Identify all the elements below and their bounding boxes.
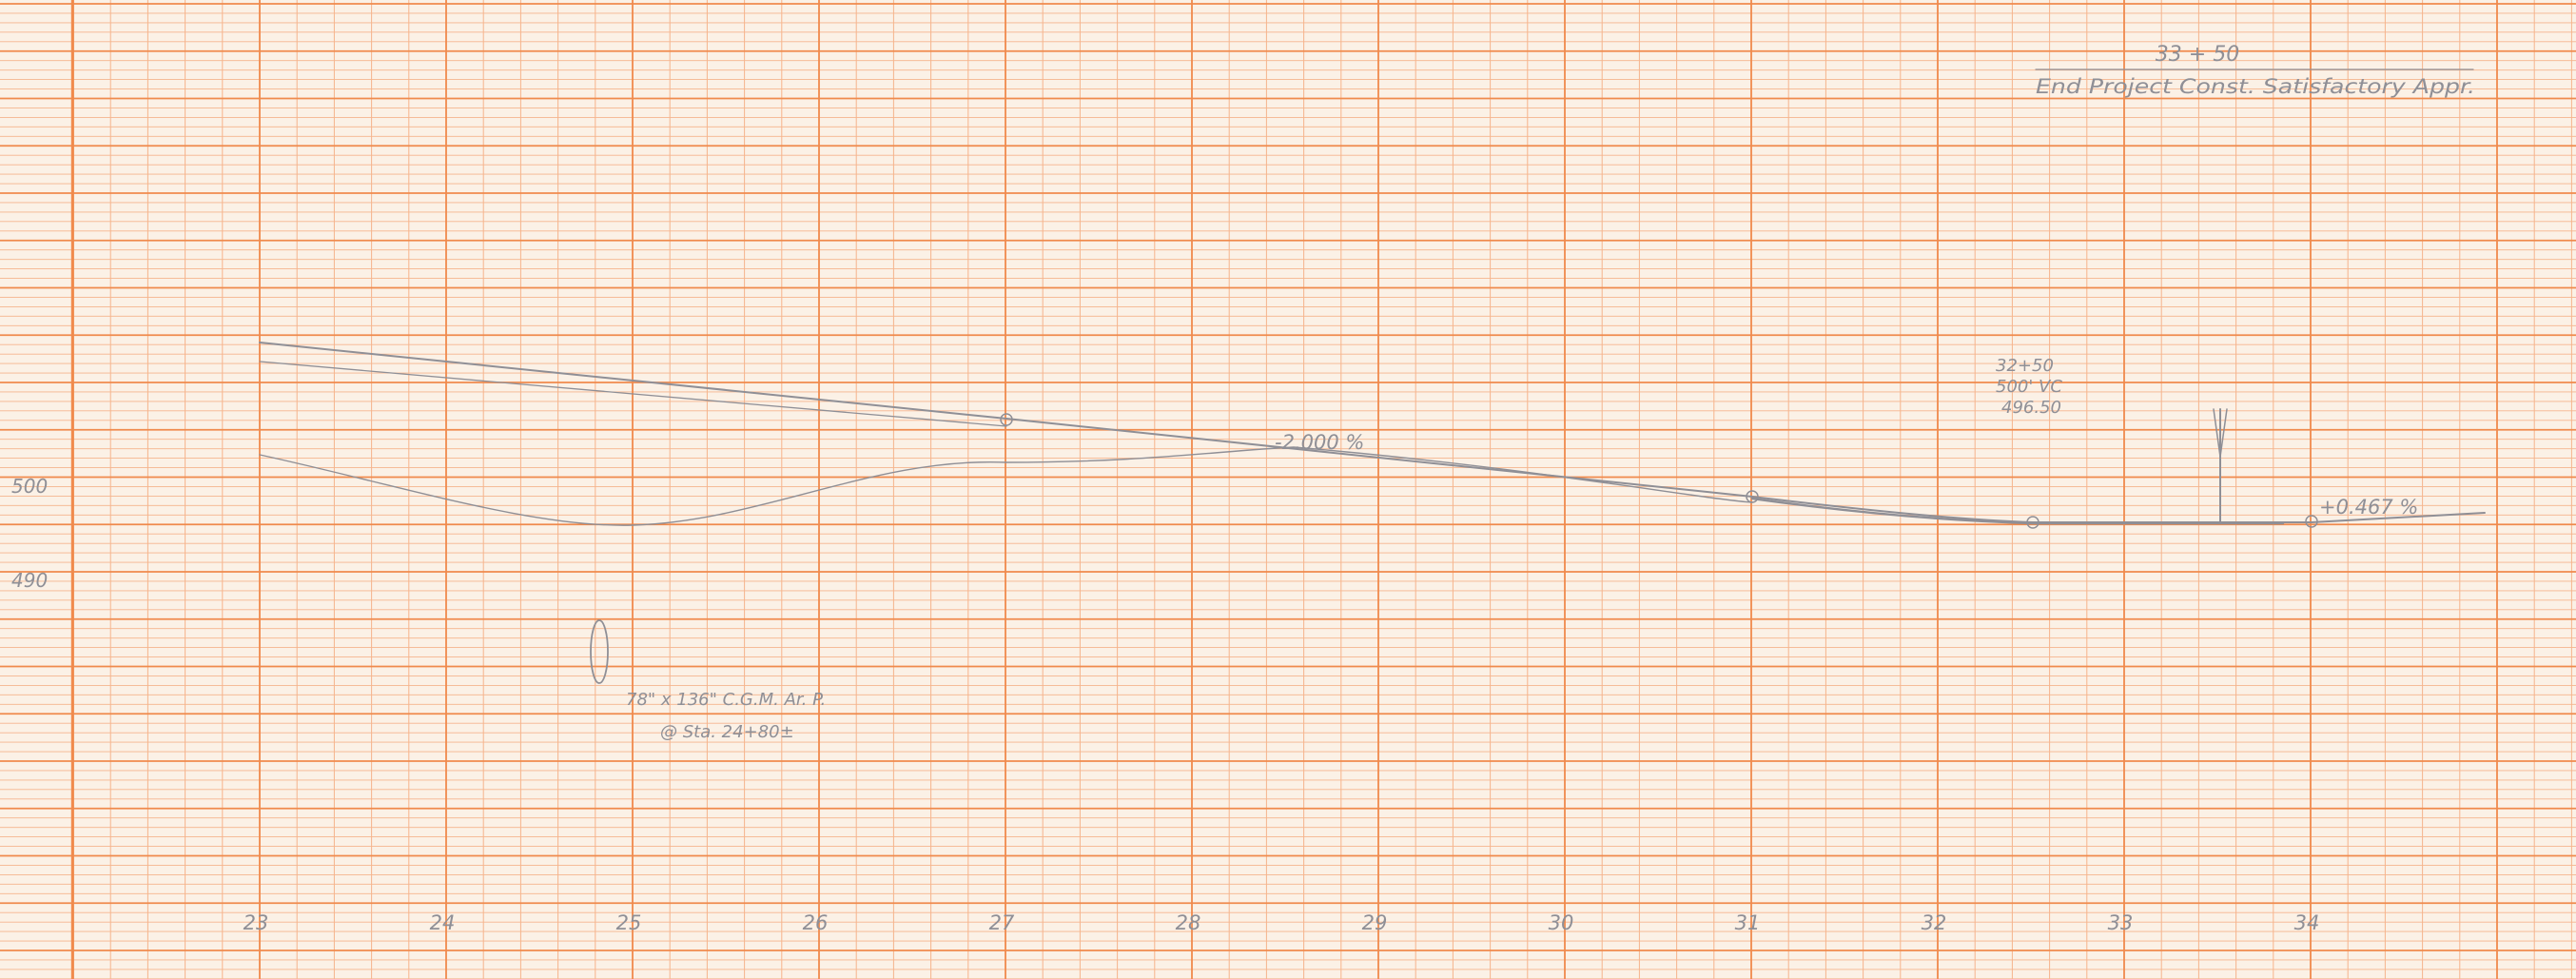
station-label-25: 25 [616, 911, 642, 934]
grade-label-up: +0.467 % [2319, 496, 2418, 519]
pvi-marker-32-50 [2026, 516, 2039, 529]
culvert-note-size: 78" x 136" C.G.M. Ar. P. [626, 690, 826, 710]
culvert-symbol [590, 619, 609, 684]
station-label-27: 27 [989, 911, 1015, 934]
station-label-23: 23 [244, 911, 269, 934]
station-label-34: 34 [2294, 911, 2320, 934]
station-label-28: 28 [1176, 911, 1201, 934]
station-label-33: 33 [2108, 911, 2134, 934]
pvi-marker-27 [1000, 413, 1013, 426]
tangent-extension-line [259, 361, 1007, 427]
station-label-31: 31 [1735, 911, 1761, 934]
header-note: End Project Const. Satisfactory Appr. [2036, 75, 2475, 98]
station-label-30: 30 [1549, 911, 1574, 934]
station-label-29: 29 [1362, 911, 1388, 934]
pencil-lettering: 33 + 50 End Project Const. Satisfactory … [11, 43, 2475, 742]
station-label-26: 26 [803, 911, 829, 934]
culvert-note-station: @ Sta. 24+80± [660, 722, 794, 742]
elevation-label-490: 490 [11, 569, 48, 592]
curve-note-length: 500' VC [1996, 377, 2062, 397]
curve-note-elevation: 496.50 [2001, 398, 2061, 418]
existing-ground-line [259, 446, 1753, 526]
grade-label-down: -2.000 % [1275, 431, 1364, 454]
header-station: 33 + 50 [2156, 43, 2239, 67]
grade-approach-stroke [1750, 497, 2285, 525]
curve-note-station: 32+50 [1996, 356, 2054, 376]
elevation-label-500: 500 [11, 475, 48, 498]
pencil-profile [259, 69, 2486, 684]
pvt-marker-34 [2305, 515, 2318, 528]
station-axis: 23 24 25 26 27 28 29 30 31 32 33 34 [244, 911, 2320, 934]
station-label-24: 24 [430, 911, 456, 934]
end-project-marker-tick [2213, 408, 2228, 458]
pvc-marker-31 [1746, 490, 1759, 503]
station-label-32: 32 [1922, 911, 1947, 934]
